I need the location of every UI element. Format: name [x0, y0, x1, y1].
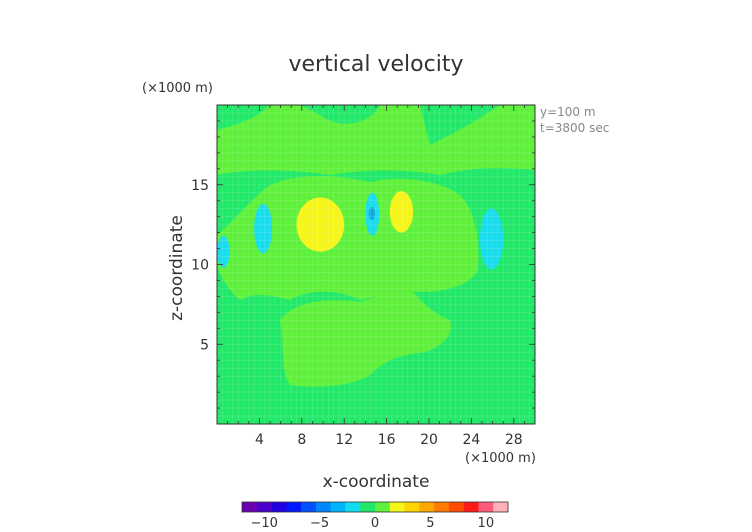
colorbar-swatch: [330, 502, 346, 512]
colorbar-swatch: [256, 502, 272, 512]
plot-area: [216, 104, 536, 425]
colorbar-tick-label: 0: [371, 516, 379, 531]
colorbar-swatch: [375, 502, 391, 512]
x-tick-label: 16: [378, 432, 396, 448]
contour-region-7: [217, 235, 230, 268]
y-tick-label: 10: [191, 258, 209, 274]
x-tick-label: 28: [505, 432, 523, 448]
x-axis-label: x-coordinate: [323, 472, 430, 492]
colorbar-swatch: [463, 502, 479, 512]
colorbar-tick-label: 10: [478, 516, 495, 531]
colorbar-swatch: [419, 502, 435, 512]
colorbar-swatch: [478, 502, 494, 512]
y-tick-label: 15: [191, 178, 209, 194]
colorbar-swatch: [434, 502, 450, 512]
x-tick-label: 8: [297, 432, 306, 448]
y-unit-label: (×1000 m): [142, 81, 213, 96]
colorbar-swatch: [301, 502, 317, 512]
colorbar-swatch: [271, 502, 287, 512]
colorbar-swatch: [389, 502, 405, 512]
colorbar-tick-label: −10: [250, 516, 277, 531]
chart-title: vertical velocity: [288, 52, 463, 77]
contour-region-2: [280, 287, 451, 387]
colorbar-swatch: [360, 502, 376, 512]
contour-region-3: [296, 197, 345, 252]
x-tick-label: 12: [335, 432, 353, 448]
contour-region-4: [389, 191, 414, 233]
colorbar-tick-label: 5: [426, 516, 434, 531]
x-tick-label: 4: [255, 432, 264, 448]
colorbar-swatch: [493, 502, 509, 512]
x-tick-label: 24: [462, 432, 480, 448]
colorbar-swatch: [315, 502, 331, 512]
minor-ticks: [217, 105, 535, 424]
colorbar-swatch: [242, 502, 258, 512]
contour-region-0: [217, 105, 535, 175]
annotation-t: t=3800 sec: [540, 121, 609, 135]
contour-region-9: [368, 207, 375, 220]
y-tick-label: 5: [200, 337, 209, 353]
colorbar-frame: [241, 501, 509, 513]
colorbar-swatch: [345, 502, 361, 512]
colorbar: −10 −5 0 5 10: [241, 501, 509, 531]
colorbar-swatch: [448, 502, 464, 512]
contour-region-6: [479, 208, 504, 270]
colorbar-swatch: [404, 502, 420, 512]
x-tick-label: 20: [420, 432, 438, 448]
colorbar-tick-label: −5: [310, 516, 329, 531]
x-axis-ticks: 4 8 12 16 20 24 28: [255, 432, 523, 448]
plot-grid: [217, 105, 535, 424]
contour-region-5: [254, 203, 273, 254]
x-unit-label: (×1000 m): [465, 451, 536, 466]
contour-region-1: [217, 176, 479, 300]
y-axis-ticks: 5 10 15: [191, 178, 209, 354]
colorbar-swatch: [286, 502, 302, 512]
annotation-y: y=100 m: [540, 105, 596, 119]
y-axis-label: z-coordinate: [167, 215, 187, 321]
